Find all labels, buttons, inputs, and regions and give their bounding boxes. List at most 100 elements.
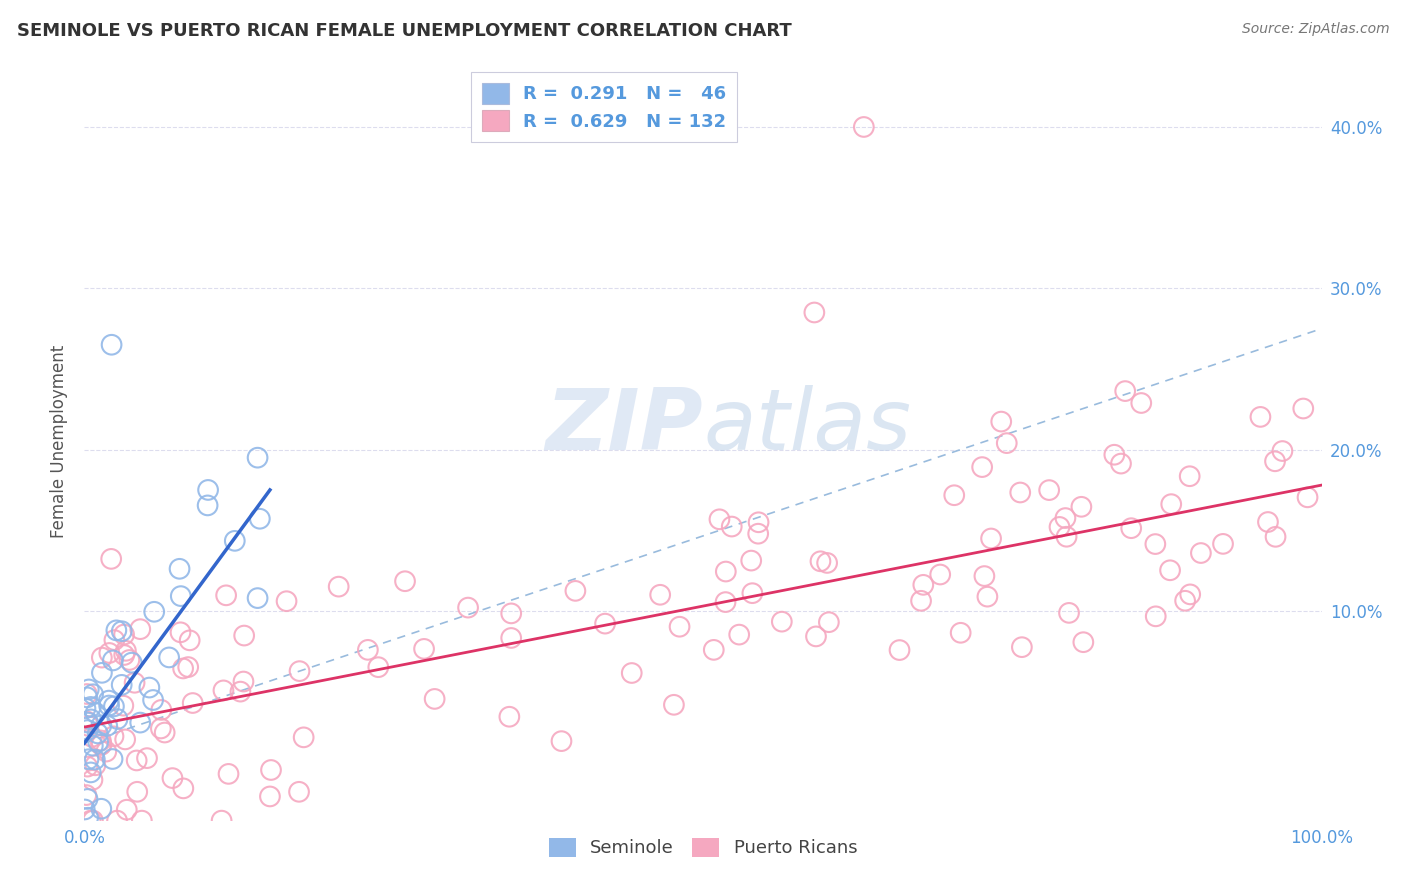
Point [73,802,96,816]
Point [90,718,112,732]
Point [1174,593,1197,607]
Point [127,785,149,799]
Point [288,785,311,799]
Point [169,562,191,576]
Point [976,590,998,604]
Point [276,594,298,608]
Point [1292,401,1315,416]
Point [1114,384,1136,398]
Point [292,731,315,745]
Point [97,693,120,707]
Point [810,554,832,568]
Point [367,660,389,674]
Point [150,703,173,717]
Point [131,814,153,828]
Point [101,752,124,766]
Point [115,644,138,658]
Point [211,814,233,828]
Point [943,488,966,502]
Point [129,622,152,636]
Point [1010,485,1032,500]
Point [87,735,110,749]
Point [249,512,271,526]
Point [973,569,995,583]
Point [995,436,1018,450]
Point [288,664,311,678]
Point [550,734,572,748]
Point [357,643,380,657]
Point [114,732,136,747]
Point [929,567,952,582]
Point [90,650,112,665]
Point [115,803,138,817]
Point [76,714,98,729]
Point [100,552,122,566]
Point [125,754,148,768]
Point [80,700,103,714]
Point [112,627,135,641]
Point [232,674,254,689]
Point [170,589,193,603]
Point [1011,640,1033,655]
Text: Source: ZipAtlas.com: Source: ZipAtlas.com [1241,22,1389,37]
Point [668,620,690,634]
Point [179,633,201,648]
Point [149,722,172,736]
Point [96,745,118,759]
Point [741,586,763,600]
Point [103,699,125,714]
Point [1180,587,1202,601]
Point [80,713,103,727]
Point [107,712,129,726]
Point [1189,546,1212,560]
Point [720,519,742,533]
Point [77,811,100,825]
Point [748,516,770,530]
Point [100,337,122,351]
Point [804,629,827,643]
Point [124,675,146,690]
Point [111,678,134,692]
Point [1144,609,1167,624]
Point [413,641,436,656]
Point [889,643,911,657]
Point [620,665,643,680]
Point [172,661,194,675]
Point [172,781,194,796]
Point [1070,500,1092,514]
Point [259,789,281,804]
Point [101,653,124,667]
Point [98,646,121,660]
Point [1109,457,1132,471]
Point [157,650,180,665]
Point [1160,497,1182,511]
Point [1212,537,1234,551]
Point [423,692,446,706]
Point [76,723,98,737]
Point [112,648,135,662]
Point [83,753,105,767]
Point [1178,469,1201,483]
Point [246,450,269,465]
Point [76,759,98,773]
Point [770,615,793,629]
Point [77,715,100,730]
Point [87,726,110,740]
Point [1159,563,1181,577]
Point [129,715,152,730]
Point [224,533,246,548]
Point [852,120,875,134]
Point [501,631,523,645]
Point [910,594,932,608]
Point [457,600,479,615]
Point [98,698,121,713]
Point [76,687,98,701]
Point [1264,454,1286,468]
Point [703,643,725,657]
Text: atlas: atlas [703,384,911,468]
Point [84,706,107,720]
Point [650,588,672,602]
Legend: Seminole, Puerto Ricans: Seminole, Puerto Ricans [541,830,865,864]
Point [394,574,416,589]
Text: ZIP: ZIP [546,384,703,468]
